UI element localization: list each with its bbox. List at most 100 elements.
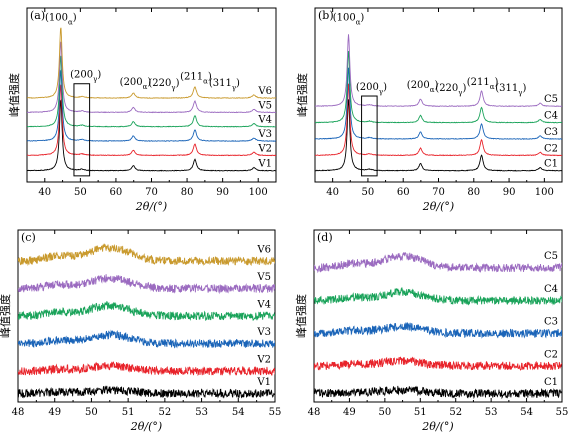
peak-label: (211α)	[180, 72, 212, 86]
panel-a: (a) 40 50 60 70 80 90 100 2θ/(°) 峰值强度 V1 V2 V3 V4 V5 V6…	[7, 7, 277, 213]
x-tick-label: 49	[48, 407, 61, 418]
series-line-C4	[314, 286, 562, 306]
peak-label: (220γ)	[148, 78, 179, 92]
peak-label: (200α)	[407, 80, 439, 94]
panel-c: (c) 48 49 50 51 52 53 54 55 2θ/(°) 峰值强度 V1 V2 V3 V4 V5 V…	[0, 229, 281, 433]
series-label-V2: V2	[257, 143, 272, 154]
series-line-C5	[314, 252, 562, 274]
x-tick-label: 50	[362, 187, 375, 198]
x-tick-label: 60	[397, 187, 410, 198]
series-label-C2: C2	[544, 349, 558, 360]
series-label-V4: V4	[257, 115, 272, 126]
x-tick-label: 49	[343, 407, 356, 418]
peak-label: (200γ)	[356, 82, 387, 96]
x-tick-label: 50	[74, 187, 87, 198]
series-line-C1	[315, 99, 562, 172]
peak-label: (311γ)	[495, 83, 526, 97]
series-line-V4	[18, 300, 275, 322]
series-label-V5: V5	[256, 272, 271, 283]
panel-label: (d)	[317, 231, 333, 244]
x-tick-label: 40	[38, 187, 51, 198]
series-line-C2	[315, 83, 562, 157]
x-axis-label: 2θ/(°)	[421, 420, 453, 433]
series-label-C1: C1	[544, 159, 558, 170]
series-label-V1: V1	[256, 377, 271, 388]
x-tick-label: 51	[122, 407, 135, 418]
zoom-region-box	[361, 95, 378, 177]
series-label-V4: V4	[256, 299, 271, 310]
x-axis-label: 2θ/(°)	[422, 200, 454, 213]
peak-label: (200γ)	[70, 70, 101, 84]
series-line-V6	[27, 27, 276, 99]
series-line-V5	[27, 41, 276, 114]
peak-label: (311γ)	[209, 78, 240, 92]
x-tick-label: 50	[378, 407, 391, 418]
traces	[314, 252, 562, 400]
x-tick-label: 50	[85, 407, 98, 418]
series-label-V1: V1	[257, 159, 272, 170]
x-axis-label: 2θ/(°)	[135, 200, 167, 213]
series-label-V6: V6	[256, 244, 271, 255]
traces	[27, 27, 276, 172]
x-tick-label: 52	[449, 407, 462, 418]
x-tick-label: 60	[110, 187, 123, 198]
series-line-C3	[315, 67, 562, 140]
series-label-V5: V5	[257, 100, 272, 111]
series-label-C4: C4	[544, 284, 558, 295]
x-tick-label: 48	[12, 407, 25, 418]
series-line-V6	[18, 243, 275, 267]
series-label-V3: V3	[257, 129, 272, 140]
x-tick-label: 80	[467, 187, 480, 198]
series-label-C5: C5	[544, 251, 558, 262]
series-line-V1	[18, 385, 275, 399]
series-label-V2: V2	[256, 354, 271, 365]
x-tick-label: 55	[556, 407, 569, 418]
x-tick-label: 53	[195, 407, 208, 418]
x-tick-label: 54	[232, 407, 245, 418]
series-line-C3	[314, 322, 562, 339]
y-axis-label: 峰值强度	[7, 73, 21, 117]
x-tick-label: 54	[520, 407, 533, 418]
series-line-C1	[314, 385, 562, 400]
x-tick-label: 52	[158, 407, 171, 418]
peak-label: (100α)	[333, 12, 365, 26]
series-label-C5: C5	[544, 94, 558, 105]
plot-frame	[313, 229, 563, 403]
series-line-C5	[315, 34, 562, 108]
x-tick-label: 40	[326, 187, 339, 198]
series-label-V6: V6	[257, 86, 272, 97]
series-label-C2: C2	[544, 143, 558, 154]
series-line-V5	[18, 274, 275, 295]
series-label-C1: C1	[544, 377, 558, 388]
peak-label: (200α)	[120, 77, 152, 91]
panel-b: (b) 40 50 60 70 80 90 100 2θ/(°) 峰值强度 C1 C2 C3 C4 C5 (1…	[295, 7, 563, 213]
panel-label: (c)	[21, 231, 36, 244]
x-tick-label: 53	[485, 407, 498, 418]
series-line-V2	[27, 84, 276, 157]
series-line-V3	[18, 329, 275, 349]
x-axis-label: 2θ/(°)	[130, 420, 162, 433]
x-tick-label: 48	[308, 407, 321, 418]
x-tick-label: 90	[216, 187, 229, 198]
traces	[18, 243, 275, 399]
panel-label: (b)	[318, 9, 334, 22]
series-label-C4: C4	[544, 111, 558, 122]
x-tick-label: 100	[249, 187, 268, 198]
x-tick-label: 80	[181, 187, 194, 198]
y-axis-label: 峰值强度	[295, 73, 309, 117]
x-tick-label: 70	[145, 187, 158, 198]
x-tick-label: 51	[414, 407, 427, 418]
x-tick-label: 90	[503, 187, 516, 198]
series-line-V3	[27, 69, 276, 142]
y-axis-label: 峰值强度	[0, 294, 12, 338]
peak-label: (211α)	[467, 77, 499, 91]
traces	[315, 34, 562, 172]
panel-d: (d) 48 49 50 51 52 53 54 55 2θ/(°) 峰值强度 C1 C2 C3 C4 C5	[294, 229, 569, 433]
series-line-V1	[27, 99, 276, 172]
series-line-C4	[315, 50, 562, 124]
series-label-V3: V3	[256, 327, 271, 338]
x-tick-label: 70	[432, 187, 445, 198]
series-line-C2	[314, 356, 562, 371]
peak-label: (100α)	[45, 12, 77, 26]
